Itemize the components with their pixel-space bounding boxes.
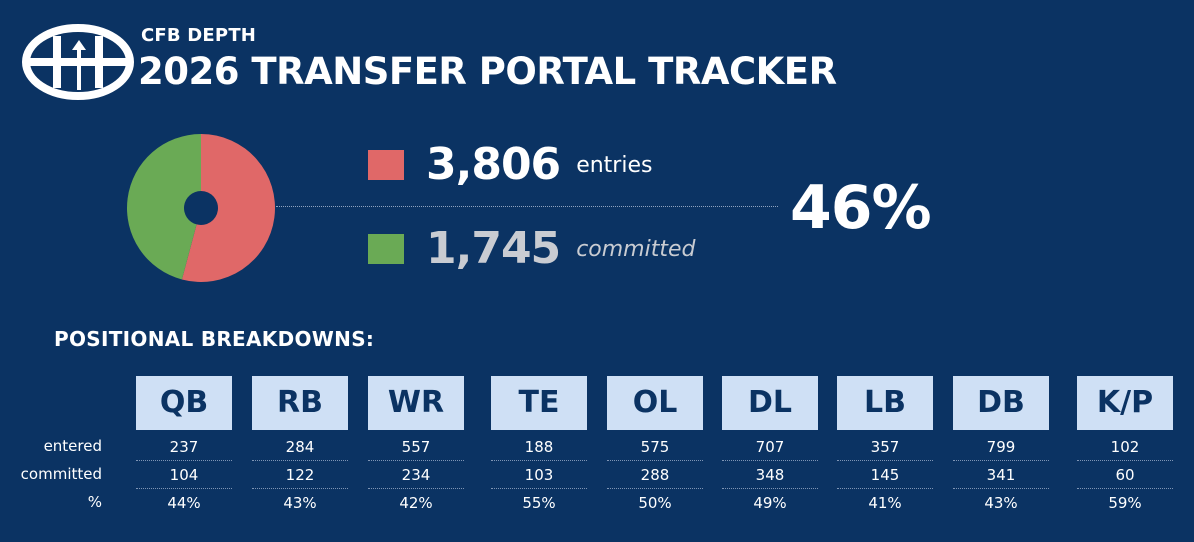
position-column-db: DB 799 341 43% (953, 376, 1049, 517)
position-column-ol: OL 575 288 50% (607, 376, 703, 517)
entered-cell-te: 188 (491, 433, 587, 461)
position-header-db: DB (953, 376, 1049, 430)
percent-cell-ol: 50% (638, 494, 672, 512)
entered-cell-dl: 707 (722, 433, 818, 461)
committed-legend-swatch (368, 234, 404, 264)
percent-cell-kp: 59% (1108, 494, 1142, 512)
entered-cell-qb: 237 (136, 433, 232, 461)
percent-cell-dl: 49% (753, 494, 787, 512)
percent-cell-te: 55% (522, 494, 556, 512)
entries-legend-swatch (368, 150, 404, 180)
entries-count: 3,806 (426, 139, 561, 190)
committed-cell-ol: 288 (607, 461, 703, 489)
position-header-qb: QB (136, 376, 232, 430)
percent-cell-qb: 44% (167, 494, 201, 512)
committed-cell-te: 103 (491, 461, 587, 489)
leader-line (276, 206, 778, 207)
position-header-lb: LB (837, 376, 933, 430)
position-column-kp: K/P 102 60 59% (1077, 376, 1173, 517)
donut-slice-committed (127, 134, 201, 280)
position-column-wr: WR 557 234 42% (368, 376, 464, 517)
entered-cell-wr: 557 (368, 433, 464, 461)
position-header-dl: DL (722, 376, 818, 430)
position-column-rb: RB 284 122 43% (252, 376, 348, 517)
committed-cell-dl: 348 (722, 461, 818, 489)
position-column-qb: QB 237 104 44% (136, 376, 232, 517)
entries-stat: 3,806 entries (368, 138, 652, 192)
entries-label: entries (576, 152, 653, 178)
breakdown-title: POSITIONAL BREAKDOWNS: (54, 327, 375, 351)
entered-cell-ol: 575 (607, 433, 703, 461)
entered-cell-rb: 284 (252, 433, 348, 461)
percent-cell-rb: 43% (283, 494, 317, 512)
committed-label: committed (576, 236, 696, 262)
position-header-kp: K/P (1077, 376, 1173, 430)
entered-cell-db: 799 (953, 433, 1049, 461)
position-column-te: TE 188 103 55% (491, 376, 587, 517)
donut-slice-entries (181, 134, 275, 282)
position-column-lb: LB 357 145 41% (837, 376, 933, 517)
row-label-entered: entered (43, 437, 102, 455)
position-header-te: TE (491, 376, 587, 430)
percent-cell-db: 43% (984, 494, 1018, 512)
committed-stat: 1,745 committed (368, 222, 695, 276)
commitment-donut-chart (127, 134, 275, 282)
committed-cell-kp: 60 (1077, 461, 1173, 489)
position-header-ol: OL (607, 376, 703, 430)
committed-cell-rb: 122 (252, 461, 348, 489)
row-label-committed: committed (20, 465, 102, 483)
committed-count: 1,745 (426, 223, 561, 274)
row-label-percent: % (87, 493, 102, 511)
entered-cell-lb: 357 (837, 433, 933, 461)
commit-percentage: 46% (790, 173, 932, 243)
percent-cell-wr: 42% (399, 494, 433, 512)
entered-cell-kp: 102 (1077, 433, 1173, 461)
committed-cell-wr: 234 (368, 461, 464, 489)
committed-cell-qb: 104 (136, 461, 232, 489)
position-header-rb: RB (252, 376, 348, 430)
committed-cell-lb: 145 (837, 461, 933, 489)
percent-cell-lb: 41% (868, 494, 902, 512)
position-header-wr: WR (368, 376, 464, 430)
brand-name: CFB DEPTH (141, 25, 257, 46)
position-column-dl: DL 707 348 49% (722, 376, 818, 517)
football-logo-icon (22, 24, 134, 100)
page-title: 2026 TRANSFER PORTAL TRACKER (138, 50, 837, 93)
committed-cell-db: 341 (953, 461, 1049, 489)
